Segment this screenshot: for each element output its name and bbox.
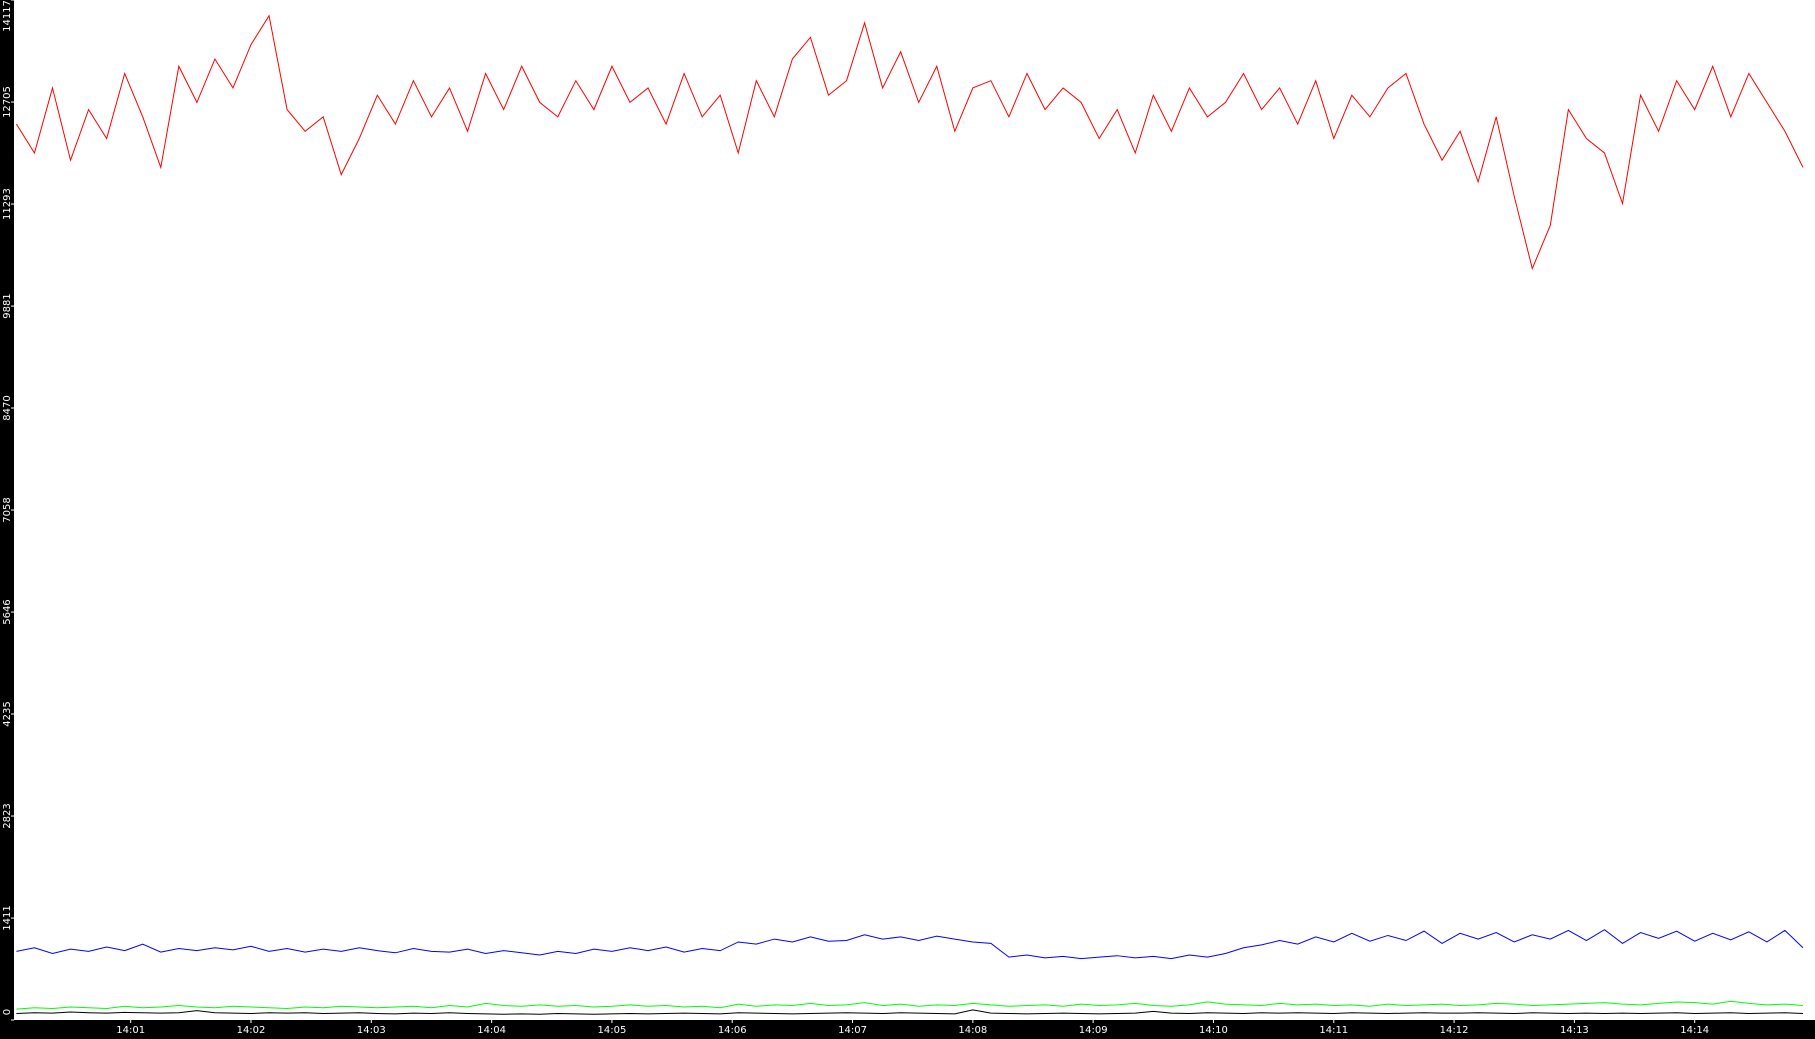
y-tick-label: 9881 bbox=[2, 293, 13, 318]
x-tick-label: 14:08 bbox=[958, 1025, 987, 1036]
x-tick-label: 14:13 bbox=[1560, 1025, 1589, 1036]
y-tick-label: 1411 bbox=[2, 905, 13, 930]
y-tick-label: 14117 bbox=[2, 0, 13, 32]
y-tick-label: 7058 bbox=[2, 497, 13, 522]
y-tick-label: 4235 bbox=[2, 701, 13, 726]
series-line bbox=[16, 929, 1804, 960]
y-tick-label: 11293 bbox=[2, 188, 13, 220]
y-tick-label: 5646 bbox=[2, 599, 13, 624]
x-tick-label: 14:12 bbox=[1440, 1025, 1469, 1036]
x-tick-label: 14:05 bbox=[598, 1025, 627, 1036]
x-tick-label: 14:10 bbox=[1199, 1025, 1228, 1036]
x-tick-label: 14:01 bbox=[116, 1025, 145, 1036]
x-tick-label: 14:04 bbox=[477, 1025, 506, 1036]
x-tick-label: 14:14 bbox=[1680, 1025, 1709, 1036]
y-tick-label: 0 bbox=[2, 1009, 13, 1015]
y-tick-label: 8470 bbox=[2, 395, 13, 420]
x-tick-label: 14:02 bbox=[237, 1025, 266, 1036]
y-axis-strip bbox=[0, 0, 14, 1039]
y-tick-label: 12705 bbox=[2, 86, 13, 118]
x-axis-strip bbox=[0, 1020, 1815, 1039]
x-tick-label: 14:03 bbox=[357, 1025, 386, 1036]
x-tick-label: 14:09 bbox=[1079, 1025, 1108, 1036]
x-tick-label: 14:11 bbox=[1319, 1025, 1348, 1036]
x-tick-label: 14:07 bbox=[838, 1025, 867, 1036]
y-tick-label: 2823 bbox=[2, 803, 13, 828]
x-tick-label: 14:06 bbox=[718, 1025, 747, 1036]
series-line bbox=[16, 1000, 1804, 1010]
series-line bbox=[15, 14, 1804, 271]
series-line bbox=[16, 1009, 1803, 1015]
